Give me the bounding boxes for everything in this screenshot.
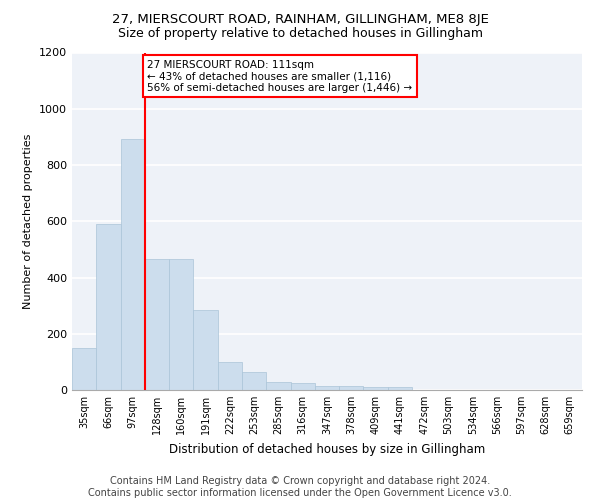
Bar: [242, 372, 266, 390]
Bar: [388, 388, 412, 390]
Bar: [169, 258, 193, 390]
Y-axis label: Number of detached properties: Number of detached properties: [23, 134, 34, 309]
Bar: [145, 258, 169, 390]
Bar: [290, 383, 315, 390]
Text: Contains HM Land Registry data © Crown copyright and database right 2024.
Contai: Contains HM Land Registry data © Crown c…: [88, 476, 512, 498]
X-axis label: Distribution of detached houses by size in Gillingham: Distribution of detached houses by size …: [169, 442, 485, 456]
Bar: [266, 382, 290, 390]
Bar: [218, 362, 242, 390]
Bar: [72, 348, 96, 390]
Bar: [364, 387, 388, 390]
Bar: [193, 310, 218, 390]
Text: 27, MIERSCOURT ROAD, RAINHAM, GILLINGHAM, ME8 8JE: 27, MIERSCOURT ROAD, RAINHAM, GILLINGHAM…: [112, 12, 488, 26]
Bar: [96, 224, 121, 390]
Bar: [315, 386, 339, 390]
Bar: [121, 139, 145, 390]
Text: 27 MIERSCOURT ROAD: 111sqm
← 43% of detached houses are smaller (1,116)
56% of s: 27 MIERSCOURT ROAD: 111sqm ← 43% of deta…: [147, 60, 412, 92]
Bar: [339, 386, 364, 390]
Text: Size of property relative to detached houses in Gillingham: Size of property relative to detached ho…: [118, 28, 482, 40]
